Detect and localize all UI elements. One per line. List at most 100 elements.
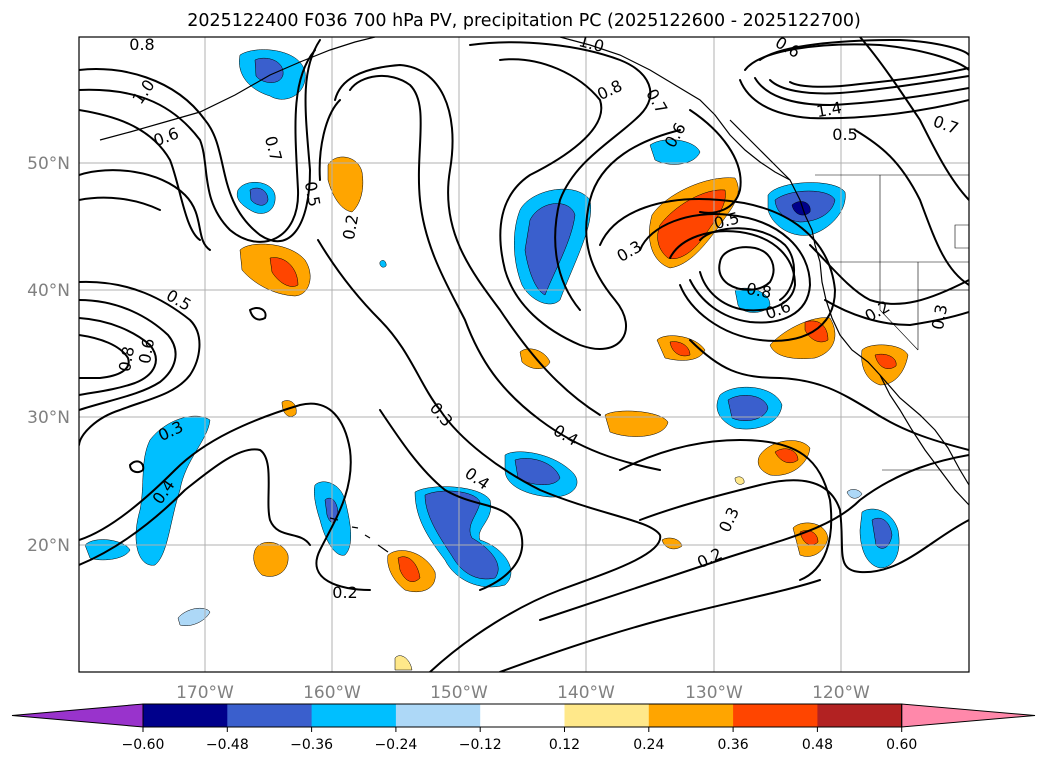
contour bbox=[499, 579, 821, 672]
contour bbox=[689, 109, 742, 214]
contour bbox=[469, 41, 652, 311]
contour bbox=[539, 454, 969, 621]
lon-label: 140°W bbox=[557, 683, 615, 703]
map-area: 0.8 1.0 0.6 0.7 0.5 0.2 0.5 0.6 0.8 0.3 … bbox=[79, 31, 969, 672]
precip-pos-core bbox=[774, 448, 799, 463]
contour-label: 0.6 bbox=[135, 337, 158, 365]
lat-label: 20°N bbox=[27, 536, 70, 556]
lon-label: 120°W bbox=[812, 683, 870, 703]
contour bbox=[809, 244, 969, 305]
precip-neg-core bbox=[727, 395, 769, 421]
contour bbox=[79, 317, 157, 396]
colorbar-segment bbox=[143, 704, 228, 727]
contour bbox=[619, 439, 833, 581]
precip-neg-peak bbox=[791, 201, 811, 216]
contour bbox=[318, 99, 341, 181]
precip-pos-area bbox=[519, 348, 551, 369]
contour bbox=[759, 39, 969, 61]
contour bbox=[79, 299, 177, 411]
contour-label: 1.4 bbox=[815, 98, 843, 121]
contour bbox=[349, 74, 661, 471]
coastlines bbox=[99, 37, 969, 553]
contour bbox=[79, 196, 161, 211]
precip-pos-core bbox=[269, 257, 299, 287]
contour-label: 0.5 bbox=[301, 180, 324, 208]
lon-label: 160°W bbox=[303, 683, 361, 703]
contour bbox=[699, 227, 796, 301]
colorbar-tick-label: 0.12 bbox=[549, 737, 580, 753]
colorbar-segment bbox=[395, 704, 481, 727]
canada-west-coast bbox=[729, 119, 806, 216]
contour bbox=[854, 129, 969, 286]
colorbar-frame bbox=[142, 703, 903, 728]
lat-label: 50°N bbox=[27, 154, 70, 174]
contour bbox=[718, 246, 775, 291]
contour bbox=[639, 213, 811, 324]
us-west-coast bbox=[804, 214, 969, 486]
contour bbox=[79, 169, 211, 251]
baja-coast bbox=[879, 374, 969, 506]
contour bbox=[499, 58, 681, 350]
contour bbox=[79, 49, 316, 243]
precip-neg-core bbox=[249, 187, 269, 206]
precip-neg-core bbox=[524, 203, 576, 296]
contour bbox=[334, 64, 601, 416]
contour bbox=[79, 280, 201, 446]
colorbar-segment bbox=[480, 704, 565, 727]
contour bbox=[769, 75, 969, 95]
contour-label: 0.5 bbox=[832, 125, 857, 144]
lat-label: 40°N bbox=[27, 281, 70, 301]
colorbar-tick-label: −0.48 bbox=[206, 737, 249, 753]
colorbar-extend-max bbox=[901, 703, 1036, 728]
contour bbox=[79, 448, 311, 566]
colorbar-tick-label: 0.36 bbox=[718, 737, 749, 753]
state-borders bbox=[830, 175, 969, 471]
colorbar-tick-label: 0.24 bbox=[633, 737, 664, 753]
contour-label: 1.0 bbox=[577, 31, 607, 56]
colorbar-segment bbox=[564, 704, 650, 727]
contour bbox=[79, 402, 371, 591]
longitude-labels: 170°W 160°W 150°W 140°W 130°W 120°W bbox=[176, 683, 870, 703]
lon-label: 170°W bbox=[176, 683, 234, 703]
contour bbox=[79, 39, 321, 243]
precip-neg-area bbox=[379, 260, 387, 268]
colorbar: −0.60 −0.48 −0.36 −0.24 −0.12 0.12 0.24 0.36 0.4… bbox=[11, 703, 1036, 753]
latitude-labels: 50°N 40°N 30°N 20°N bbox=[27, 154, 70, 556]
contour-label: 0.8 bbox=[745, 279, 773, 302]
precip-pos-area bbox=[734, 476, 745, 485]
colorbar-segment bbox=[311, 704, 397, 727]
contour bbox=[79, 109, 201, 241]
precip-neg-area bbox=[177, 607, 211, 626]
colorbar-tick-label: −0.60 bbox=[122, 737, 165, 753]
alaska-panhandle-coast bbox=[559, 37, 791, 181]
precip-pos-area bbox=[327, 156, 364, 213]
colorbar-segment bbox=[817, 704, 903, 727]
colorbar-tick-label: −0.36 bbox=[290, 737, 333, 753]
colorbar-segment bbox=[648, 704, 734, 727]
precip-pos-core bbox=[874, 353, 897, 369]
contour-label: 0.3 bbox=[928, 303, 951, 331]
precip-pos-area bbox=[253, 542, 289, 577]
colorbar-tick-label: 0.60 bbox=[886, 737, 917, 753]
contour-label: 0.2 bbox=[339, 213, 362, 241]
lat-label: 30°N bbox=[27, 408, 70, 428]
contour bbox=[639, 479, 969, 574]
precip-pos-core bbox=[397, 556, 421, 582]
colorbar-segment bbox=[227, 704, 313, 727]
map-title: 2025122400 F036 700 hPa PV, precipitatio… bbox=[187, 11, 861, 31]
precip-pos-core bbox=[669, 341, 691, 357]
colorbar-tick-label: −0.12 bbox=[459, 737, 502, 753]
contour-label: 0.8 bbox=[129, 35, 154, 54]
contour bbox=[317, 239, 662, 672]
precip-neg-core bbox=[424, 490, 499, 580]
precip-neg-core bbox=[871, 517, 893, 549]
lon-label: 150°W bbox=[430, 683, 488, 703]
contour bbox=[689, 339, 969, 451]
colorbar-extend-min bbox=[11, 703, 144, 728]
lon-label: 130°W bbox=[685, 683, 743, 703]
map-frame bbox=[78, 36, 970, 673]
contour bbox=[859, 37, 969, 201]
contour bbox=[739, 79, 969, 120]
pv-contours bbox=[79, 37, 969, 672]
